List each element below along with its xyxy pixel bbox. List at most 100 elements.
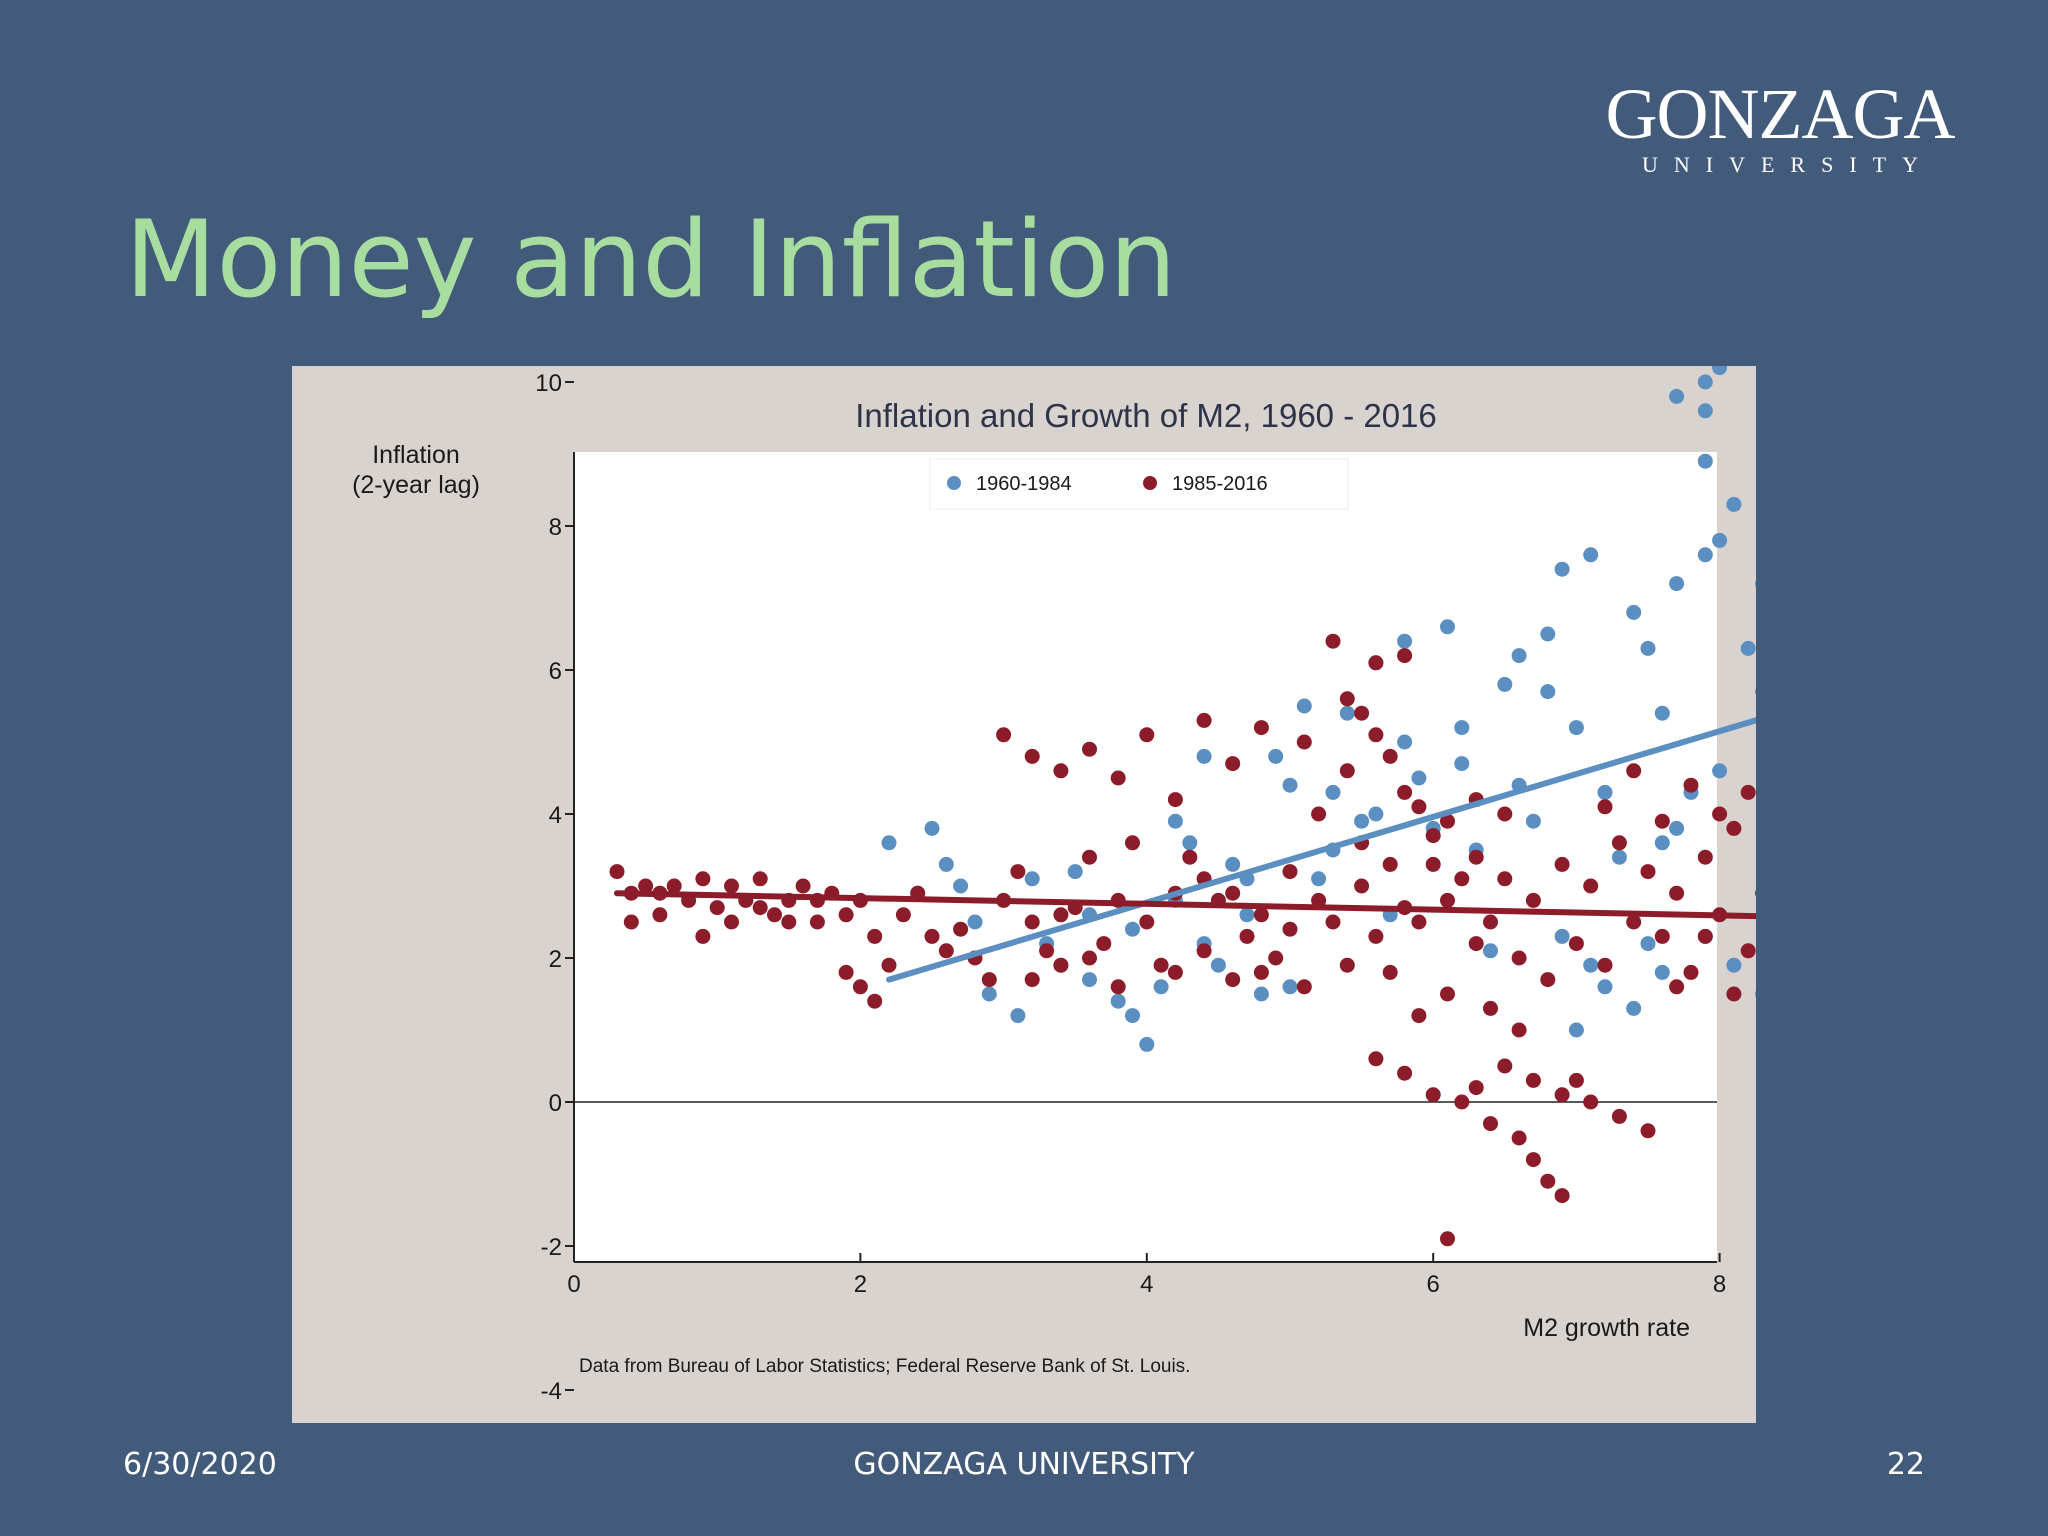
series-2-point (1411, 1008, 1427, 1024)
legend: 1960-1984 1985-2016 (929, 458, 1349, 510)
series-1-point (1454, 756, 1470, 772)
x-tick-label: 0 (567, 1271, 580, 1298)
series-1-point (1125, 921, 1140, 937)
series-2-point (1253, 907, 1269, 923)
series-2-point (1153, 957, 1169, 973)
series-2-point (1640, 864, 1656, 880)
footer-date: 6/30/2020 (123, 1447, 277, 1482)
series-2-point (1039, 943, 1055, 959)
series-1-point (1082, 972, 1097, 988)
series-2-point (1483, 1000, 1498, 1016)
series-1-point (1755, 990, 1756, 998)
series-1-point (1697, 547, 1713, 563)
series-1-point (1182, 835, 1198, 851)
series-2-point (1554, 856, 1570, 872)
series-2-point (1454, 1094, 1470, 1110)
series-1-point (1755, 580, 1756, 588)
footer-center-text: GONZAGA UNIVERSITY (853, 1447, 1195, 1482)
y-tick-label: 6 (549, 658, 562, 685)
series-2-point (1339, 763, 1355, 779)
series-2-point (838, 964, 854, 980)
series-2-point (1082, 950, 1097, 966)
series-2-point (1311, 806, 1327, 822)
series-2-point (1626, 763, 1642, 779)
slide-title: Money and Inflation (125, 198, 1177, 321)
series-2-point (1497, 1058, 1513, 1074)
series-2-point (1726, 986, 1742, 1002)
series-2-point (1726, 820, 1742, 836)
series-1-point (1583, 957, 1599, 973)
series-2-point (609, 864, 625, 880)
series-2-point (1597, 957, 1613, 973)
series-2-point (1525, 1072, 1541, 1088)
series-2-point (1468, 1080, 1484, 1096)
series-1-point (1339, 705, 1355, 721)
series-2-point (938, 943, 954, 959)
series-2-point (981, 972, 997, 988)
series-2-point (1425, 856, 1441, 872)
series-1-point (1554, 928, 1570, 944)
series-2-point (1239, 928, 1255, 944)
series-2-point (1139, 914, 1155, 930)
series-1-point (1654, 835, 1670, 851)
series-2-point (1325, 633, 1341, 649)
series-1-point (1669, 388, 1685, 404)
series-1-point (881, 835, 897, 851)
series-1-point (1511, 648, 1527, 664)
series-2-point (1611, 1108, 1627, 1124)
series-2-point (1440, 892, 1455, 908)
series-1-point (1640, 640, 1656, 656)
series-1-point (1654, 705, 1670, 721)
series-1-point (924, 820, 940, 836)
x-axis-label: M2 growth rate (1523, 1314, 1690, 1342)
series-1-point (1697, 403, 1713, 419)
series-2-point (1024, 748, 1040, 764)
series-1-point (1568, 720, 1584, 736)
series-2-point (867, 993, 883, 1009)
series-2-point (1397, 648, 1413, 664)
series-2-point (1669, 979, 1685, 995)
series-1-point (1354, 813, 1370, 829)
series-2-point (838, 907, 854, 923)
series-1-point (1411, 770, 1427, 786)
series-2-point (1225, 756, 1241, 772)
series-2-point (1282, 921, 1298, 937)
series-2-point (1568, 1072, 1584, 1088)
series-1-point (1640, 936, 1656, 952)
series-2-point (1626, 914, 1642, 930)
series-2-point (1110, 979, 1126, 995)
series-1-point (967, 914, 983, 930)
series-2-point (1382, 964, 1398, 980)
gonzaga-logo: GONZAGA UNIVERSITY (1585, 78, 1975, 178)
series-1-point (1268, 748, 1284, 764)
series-2-point (1010, 864, 1026, 880)
series-2-point (709, 900, 725, 916)
data-points (609, 366, 1756, 1247)
series-2-point (1024, 972, 1040, 988)
series-1-point (1010, 1008, 1026, 1024)
series-2-point (1182, 849, 1198, 865)
series-2-point (795, 878, 811, 894)
series-2-point (1368, 928, 1384, 944)
series-2-point (1669, 885, 1685, 901)
series-2-point (1125, 835, 1140, 851)
series-2-point (1554, 1188, 1570, 1204)
series-1-point (1597, 784, 1613, 800)
series-2-point (695, 871, 711, 887)
series-1-point (1554, 561, 1570, 577)
series-1-point (1397, 633, 1413, 649)
plot-background (574, 452, 1717, 1262)
axes: -4-20246810121416%0246810121416% (535, 370, 1726, 1405)
series-2-point (1196, 943, 1212, 959)
series-2-point (1382, 748, 1398, 764)
series-2-point (1740, 943, 1756, 959)
series-1-point (953, 878, 969, 894)
series-1-point (1669, 820, 1685, 836)
series-2-point (867, 928, 883, 944)
series-2-point (1225, 972, 1241, 988)
series-2-point (1167, 964, 1183, 980)
series-2-point (1740, 784, 1756, 800)
series-2-point (1511, 950, 1527, 966)
series-2-point (752, 871, 768, 887)
series-2-point (1540, 972, 1556, 988)
